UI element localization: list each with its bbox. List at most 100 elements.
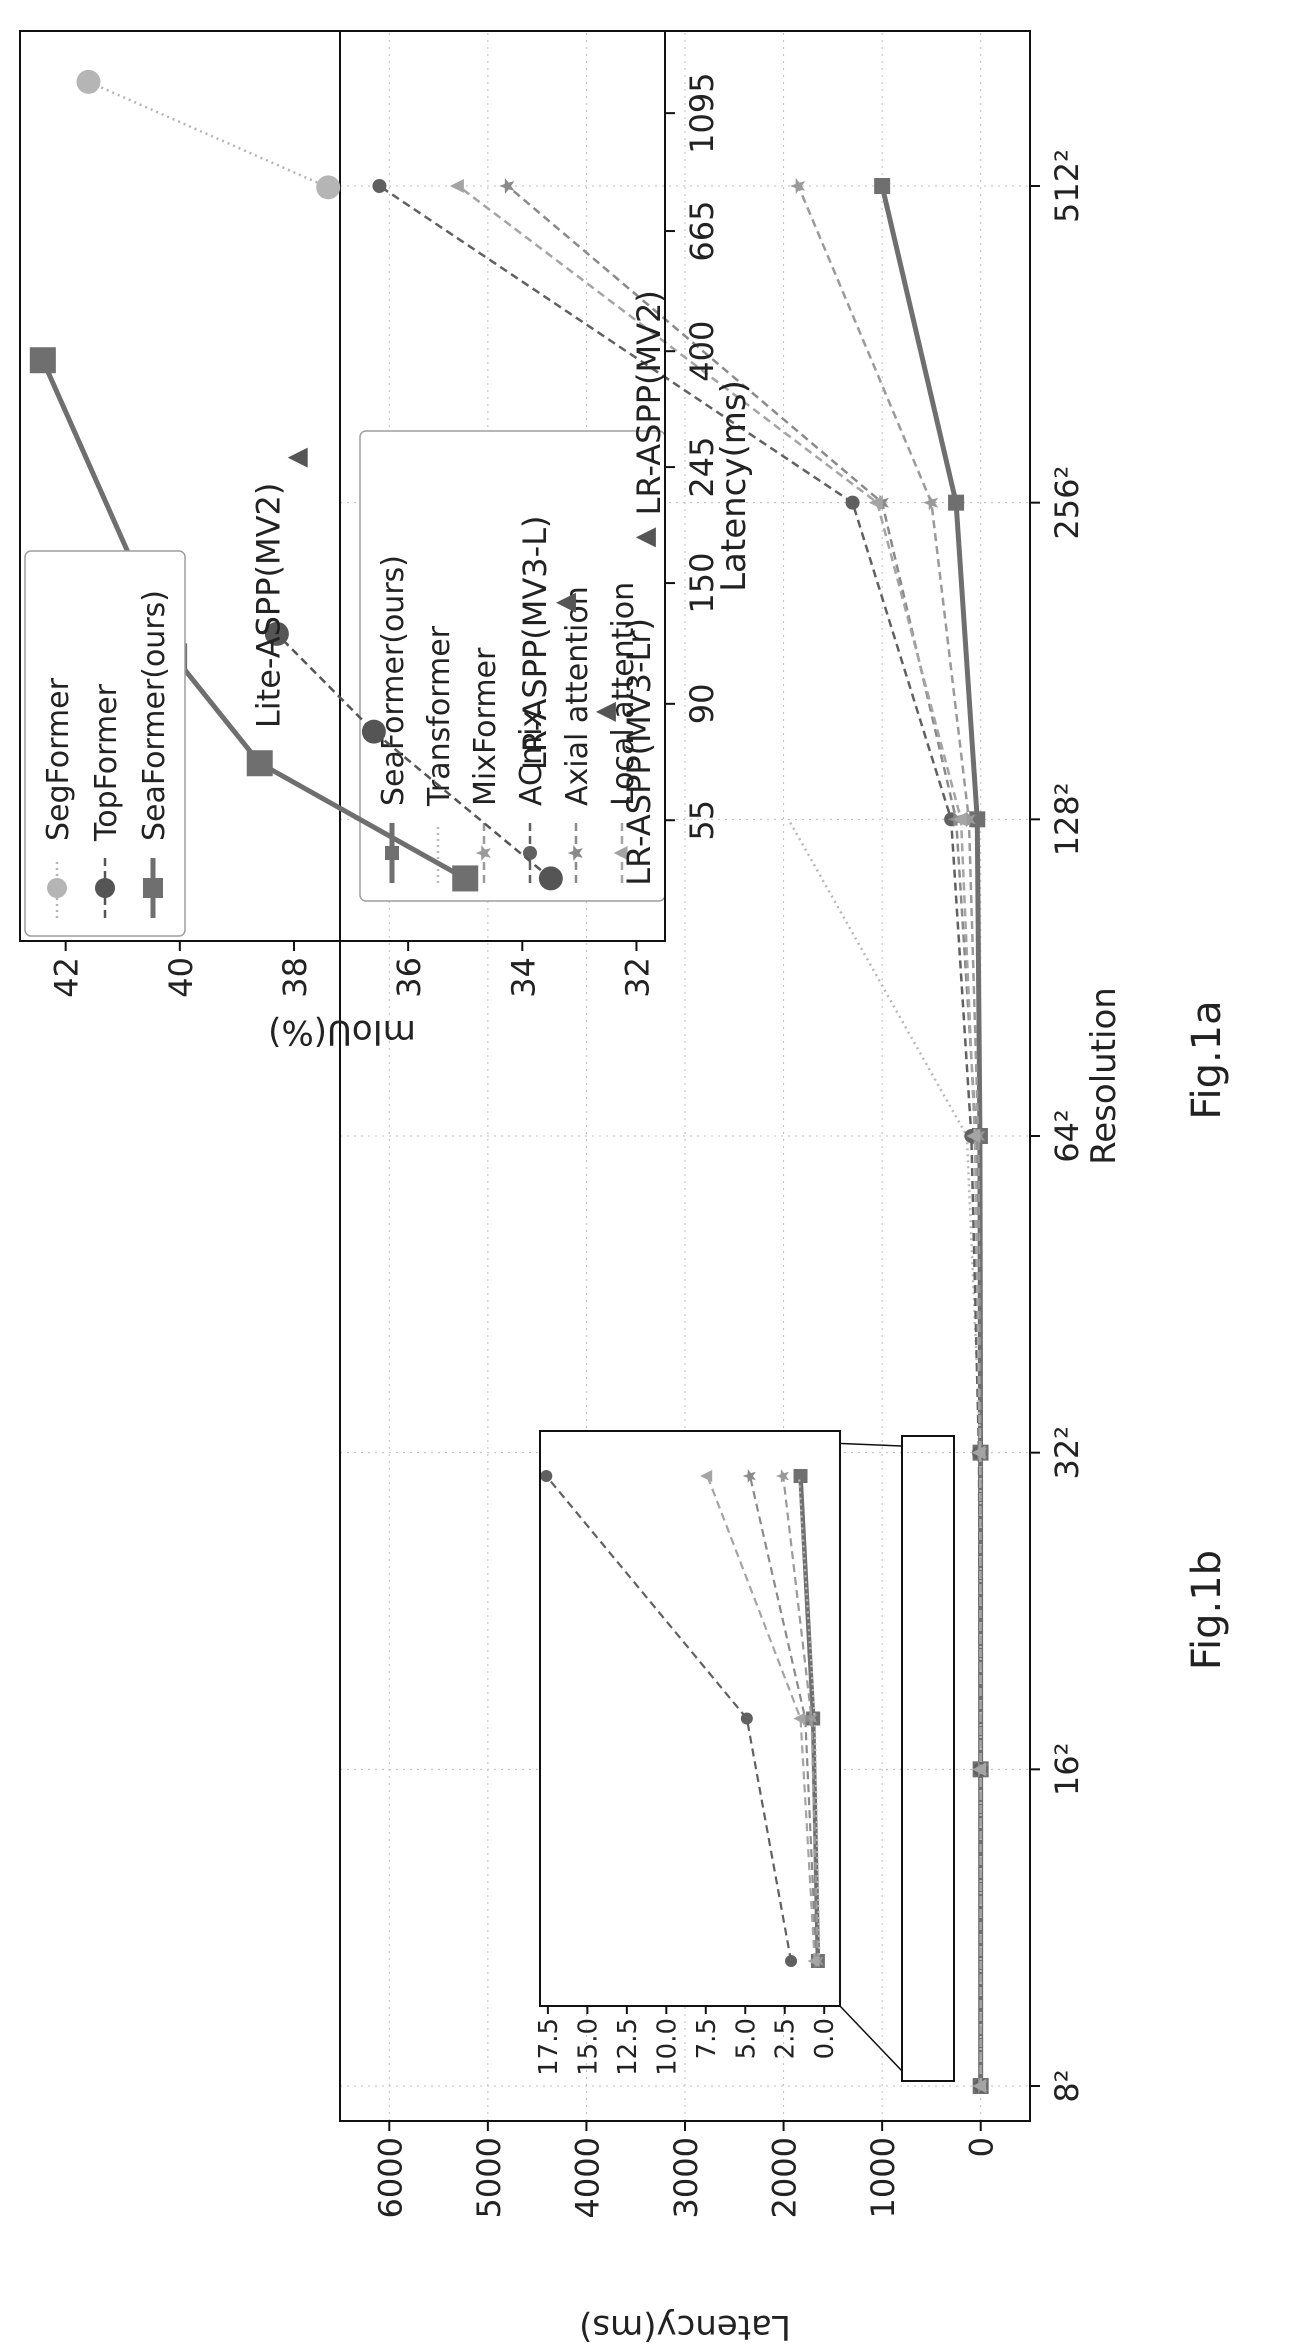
inset-data-point [540, 1470, 553, 1482]
reference-point-label: LR-ASPP(MV2) [630, 290, 668, 515]
legend-a-label: SeaFormer(ours) [376, 555, 411, 806]
inset-data-point [804, 1711, 818, 1726]
figure-caption-b: Fig.1b [1184, 1550, 1230, 1670]
reference-point: Lite-ASPP(MV2) [250, 447, 308, 728]
series-a [372, 178, 989, 2094]
inset-y-tick-label: 12.5 [613, 2018, 643, 2076]
zoom-connector-1 [839, 2005, 903, 2072]
legend-a-marker [475, 845, 491, 861]
x-tick-label: 256² [1048, 466, 1086, 540]
inset-data-point [740, 1712, 753, 1725]
reference-point-marker [555, 592, 576, 613]
data-point [972, 1762, 987, 1777]
data-point [923, 494, 939, 511]
inset-frame [539, 1430, 841, 2007]
legend-a-marker [613, 846, 628, 860]
series-5 [449, 179, 987, 2093]
data-point [874, 178, 891, 194]
inset-data-point [793, 1469, 808, 1483]
legend-b-entry: TopFormer [89, 683, 124, 918]
inset-data-point [775, 1469, 789, 1483]
reference-point: LR-ASPP(MV3-Lr) [595, 618, 658, 886]
y-tick-label: 6000 [371, 2137, 409, 2218]
inset-series-line [706, 1475, 816, 1962]
x-tick-label: 16² [1048, 1743, 1086, 1797]
data-point [264, 621, 289, 646]
reference-point-marker [635, 527, 656, 548]
inset-y-tick-label: 5.0 [731, 2018, 761, 2059]
data-point [372, 179, 387, 193]
y-tick-label: 42 [48, 957, 86, 998]
x-axis-label-a: Resolution [1084, 987, 1124, 1165]
legend-a-label: ACmix [514, 710, 549, 806]
inset-series-line [545, 1475, 793, 1962]
inset-y-tick-label: 2.5 [771, 2018, 801, 2059]
inset-series-3 [540, 1470, 798, 1967]
legend-b-label: SegFormer [41, 677, 76, 841]
frame-b [19, 30, 666, 942]
y-axis-label-a: Latency(ms) [579, 2307, 791, 2347]
plot-area-b: Lite-ASPP(MV2) LR-ASPP(MV3-L) LR-ASPP(MV3-… [19, 30, 721, 998]
inset-series [540, 1469, 825, 1968]
inset-series-line [782, 1475, 819, 1962]
y-tick-label: 34 [504, 957, 542, 998]
data-point [960, 811, 976, 828]
inset-zoom: 0.0 2.5 5.0 7.5 10.0 12.5 15.0 17.5 [534, 1430, 841, 2076]
x-tick-label: 1095 [683, 72, 721, 153]
x-tick-label: 90 [683, 683, 721, 724]
inset-data-point [793, 1712, 806, 1725]
y-tick-label: 5000 [470, 2137, 508, 2218]
y-tick-label: 32 [618, 957, 656, 998]
legend-a-label: Axial attention [560, 586, 595, 806]
x-tick-label: 245 [683, 437, 721, 498]
legend-a-marker [523, 846, 537, 860]
reference-points: Lite-ASPP(MV2) LR-ASPP(MV3-L) LR-ASPP(MV3-… [250, 290, 668, 886]
data-point [845, 495, 860, 510]
legend-b-box [24, 550, 186, 937]
legend-b-marker [143, 878, 163, 898]
y-ticks-b: 32 34 36 38 40 42 [48, 941, 656, 998]
y-tick-label: 0 [963, 2137, 1001, 2157]
x-ticks-a: 8² 16² 32² 64² 128² 256² 512² [1030, 149, 1086, 2103]
data-point [316, 175, 341, 200]
series-b-1 [264, 621, 563, 891]
x-tick-label: 8² [1048, 2069, 1086, 2102]
x-tick-label: 32² [1048, 1426, 1086, 1480]
x-tick-label: 55 [683, 800, 721, 841]
legend-b-label: TopFormer [89, 683, 124, 842]
zoom-region-box [901, 1435, 955, 2082]
data-point [972, 2079, 987, 2093]
figure-caption-a: Fig.1a [1184, 1000, 1230, 1119]
inset-data-point [700, 1470, 713, 1482]
x-tick-label: 512² [1048, 149, 1086, 223]
data-point [948, 494, 965, 511]
x-tick-label: 665 [683, 201, 721, 262]
legend-a-label: Transformer [422, 625, 457, 807]
legend-b-entry: SeaFormer(ours) [137, 590, 172, 918]
reference-point-marker [595, 701, 616, 722]
legend-a-entry: MixFormer [468, 647, 503, 883]
x-axis-label-b: Latency(ms) [714, 380, 754, 592]
data-point [499, 178, 515, 194]
legend-b-marker [47, 878, 67, 898]
y-axis-label-b: mIoU(%) [268, 1012, 416, 1052]
x-tick-label: 128² [1048, 782, 1086, 856]
y-tick-label: 4000 [568, 2137, 606, 2218]
legend-a-entry: ACmix [514, 710, 549, 883]
chart-miou-vs-latency: Lite-ASPP(MV2) LR-ASPP(MV3-L) LR-ASPP(MV3-… [19, 30, 754, 1052]
reference-point: LR-ASPP(MV2) [630, 290, 668, 548]
inset-data-point [807, 1955, 820, 1967]
y-tick-label: 40 [162, 957, 200, 998]
data-point [538, 866, 563, 891]
x-ticks-b: 55 90 150 245 400 665 1095 [665, 72, 721, 841]
series-b-0 [76, 69, 341, 200]
reference-point-marker [287, 447, 308, 468]
y-tick-label: 3000 [667, 2137, 705, 2218]
reference-point-label: LR-ASPP(MV3-Lr) [620, 618, 658, 886]
data-point [361, 719, 386, 744]
inset-y-tick-label: 15.0 [573, 2018, 603, 2076]
x-tick-label: 64² [1048, 1109, 1086, 1163]
reference-point-label: Lite-ASPP(MV2) [250, 483, 288, 728]
legend-b-entry: SegFormer [41, 677, 76, 918]
